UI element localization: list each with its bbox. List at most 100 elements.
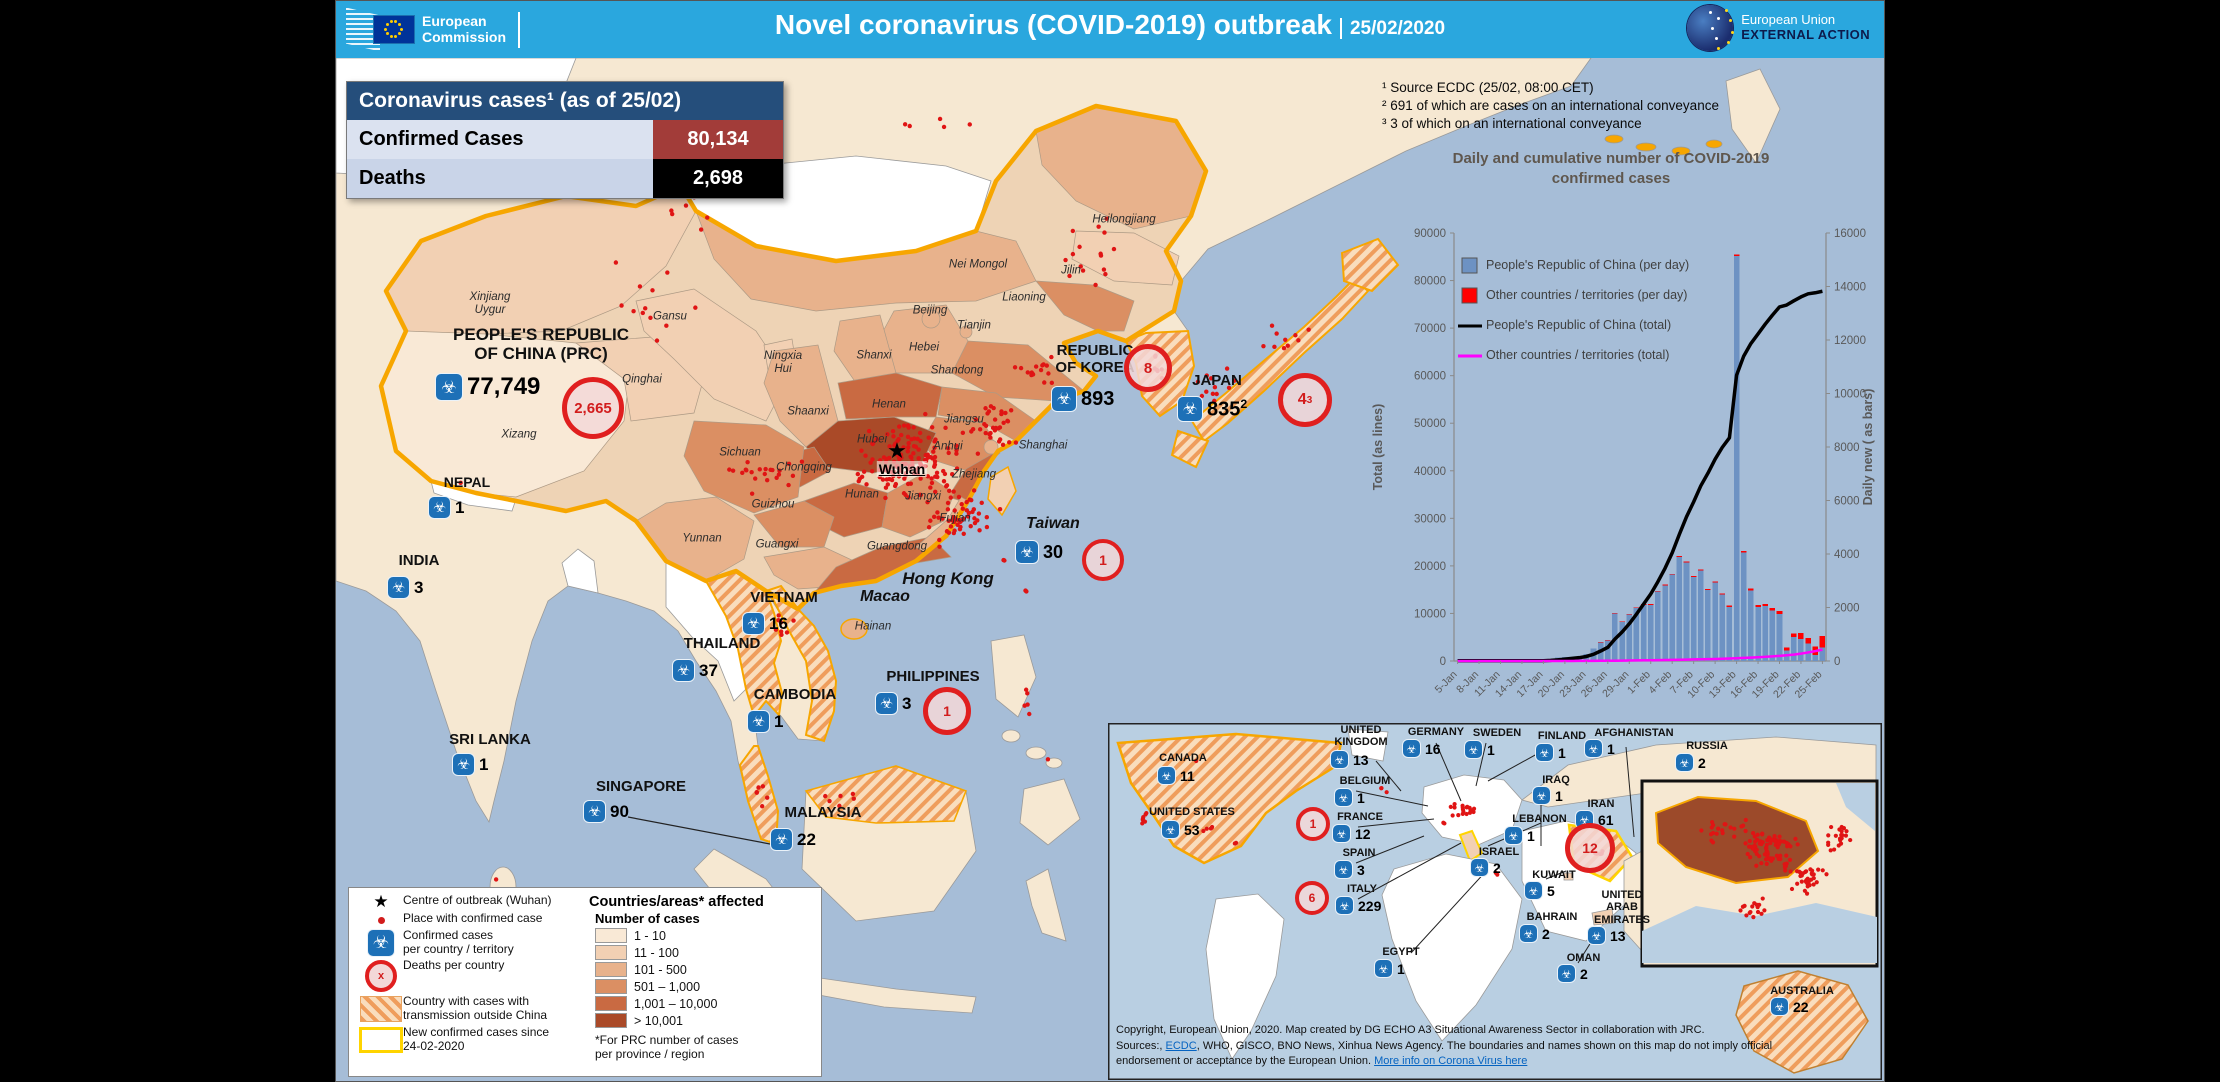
case-count: 1 <box>1558 745 1566 761</box>
svg-text:4000: 4000 <box>1834 549 1860 561</box>
province-label: Zhejiang <box>952 468 996 481</box>
biohazard-icon: ☣ <box>1536 744 1553 761</box>
deaths-value: 2,698 <box>653 159 783 198</box>
case-count: 229 <box>1358 898 1381 914</box>
chart-plot: 0100002000030000400005000060000700008000… <box>1366 149 1885 739</box>
province-label: Guangxi <box>756 538 799 551</box>
svg-text:16000: 16000 <box>1834 228 1866 240</box>
page-title: Novel coronavirus (COVID-2019) outbreak <box>775 9 1332 40</box>
source-notes: ¹ Source ECDC (25/02, 08:00 CET) ² 691 o… <box>1382 79 1882 134</box>
biohazard-icon: ☣ <box>1335 861 1352 878</box>
case-count: 53 <box>1184 822 1200 838</box>
deaths-circle: 6 <box>1295 881 1329 915</box>
deaths-circle: 8 <box>1124 344 1172 392</box>
legend-class-row: 11 - 100 <box>595 945 815 960</box>
biohazard-icon: ☣ <box>436 374 462 400</box>
marker-germany: GERMANY☣16 <box>1403 740 1441 757</box>
svg-text:80000: 80000 <box>1414 276 1446 288</box>
legend-item-case-place: Place with confirmed case <box>359 912 587 926</box>
country-name: SPAIN <box>1329 847 1389 859</box>
biohazard-icon: ☣ <box>1158 767 1175 784</box>
marker-kuwait: KUWAIT☣5 <box>1525 882 1555 899</box>
marker-italy: ITALY☣229 <box>1336 897 1381 914</box>
province-label: Liaoning <box>1002 291 1045 304</box>
eu-external-action-logo: European Union EXTERNAL ACTION <box>1687 5 1870 51</box>
country-name: BAHRAIN <box>1512 911 1592 923</box>
case-count: 77,749 <box>467 373 540 401</box>
marker-russia: RUSSIA☣2 <box>1676 754 1706 771</box>
case-count: 1 <box>1357 790 1365 806</box>
country-name: KUWAIT <box>1519 869 1589 881</box>
biohazard-icon: ☣ <box>1533 787 1550 804</box>
case-count: 90 <box>610 802 629 822</box>
case-count: 893 <box>1081 388 1114 411</box>
svg-text:6000: 6000 <box>1834 496 1860 508</box>
province-label: Nei Mongol <box>949 258 1007 271</box>
biohazard-icon: ☣ <box>1505 827 1522 844</box>
svg-text:40000: 40000 <box>1414 466 1446 478</box>
province-label: Tianjin <box>957 319 991 332</box>
case-count: 1 <box>774 712 783 732</box>
map-legend: ★ Centre of outbreak (Wuhan) Place with … <box>348 887 822 1077</box>
marker-nepal: NEPAL☣1 <box>429 497 464 518</box>
case-count: 3 <box>1357 862 1365 878</box>
case-count: 2 <box>1580 966 1588 982</box>
marker-people-s-republic-of-china-prc-: PEOPLE'S REPUBLIC OF CHINA (PRC)☣77,749 <box>436 373 540 401</box>
deaths-circle: 2,665 <box>562 377 624 439</box>
case-count: 30 <box>1043 542 1063 563</box>
biohazard-icon: ☣ <box>673 660 694 681</box>
confirmed-cases-value: 80,134 <box>653 120 783 159</box>
deaths-circle: 12 <box>1565 823 1615 873</box>
province-label: Hainan <box>855 620 891 633</box>
ecdc-link[interactable]: ECDC <box>1166 1040 1197 1052</box>
biohazard-icon: ☣ <box>1162 821 1179 838</box>
province-label: Shanxi <box>856 349 891 362</box>
case-dot-icon <box>378 917 385 924</box>
place-label-macao: Macao <box>860 588 910 606</box>
legend-class-row: > 10,001 <box>595 1013 815 1028</box>
svg-text:10000: 10000 <box>1414 608 1446 620</box>
country-name: IRAN <box>1576 798 1626 810</box>
biohazard-icon: ☣ <box>1588 927 1605 944</box>
cases-summary-title: Coronavirus cases¹ (as of 25/02) <box>347 82 783 120</box>
province-label: Henan <box>872 398 906 411</box>
marker-sweden: SWEDEN☣1 <box>1465 741 1495 758</box>
svg-text:1-Feb: 1-Feb <box>1625 669 1653 697</box>
biohazard-icon: ☣ <box>1676 754 1693 771</box>
marker-thailand: THAILAND☣37 <box>673 660 718 681</box>
province-label: Gansu <box>653 310 687 323</box>
case-count: 22 <box>1793 999 1809 1015</box>
corona-info-link[interactable]: More info on Corona Virus here <box>1374 1055 1527 1067</box>
note-conveyance-deaths: ³ 3 of which on an international conveya… <box>1382 115 1882 133</box>
province-label: Shandong <box>931 364 983 377</box>
country-name: SINGAPORE <box>576 779 706 796</box>
ec-name-line2: Commission <box>422 29 506 45</box>
biohazard-icon: ☣ <box>1052 387 1076 411</box>
report-date: 25/02/2020 <box>1340 18 1445 39</box>
biohazard-icon: ☣ <box>368 930 394 956</box>
marker-sri-lanka: SRI LANKA☣1 <box>453 754 488 775</box>
eeas-line1: European Union <box>1741 13 1870 28</box>
country-name: MALAYSIA <box>763 805 883 822</box>
biohazard-icon: ☣ <box>1336 897 1353 914</box>
confirmed-cases-row: Confirmed Cases 80,134 <box>347 120 783 159</box>
svg-text:2000: 2000 <box>1834 603 1860 615</box>
marker-cambodia: CAMBODIA☣1 <box>748 711 783 732</box>
svg-text:Other countries / territories: Other countries / territories (per day) <box>1486 288 1687 302</box>
marker-israel: ISRAEL☣2 <box>1471 859 1501 876</box>
deaths-circle: 1 <box>1296 807 1330 841</box>
country-name: RUSSIA <box>1672 740 1742 752</box>
case-count: 13 <box>1610 928 1626 944</box>
province-label: Shanghai <box>1019 439 1068 452</box>
case-count: 13 <box>1353 752 1369 768</box>
marker-vietnam: VIETNAM☣16 <box>743 613 788 634</box>
country-name: CANADA <box>1138 752 1228 764</box>
legend-class-row: 101 - 500 <box>595 962 815 977</box>
biohazard-icon: ☣ <box>1471 859 1488 876</box>
marker-afghanistan: AFGHANISTAN☣1 <box>1585 740 1615 757</box>
svg-text:30000: 30000 <box>1414 513 1446 525</box>
legend-class-row: 1 - 10 <box>595 928 815 943</box>
country-name: ITALY <box>1332 883 1392 895</box>
marker-taiwan: Taiwan☣30 <box>1016 541 1063 563</box>
